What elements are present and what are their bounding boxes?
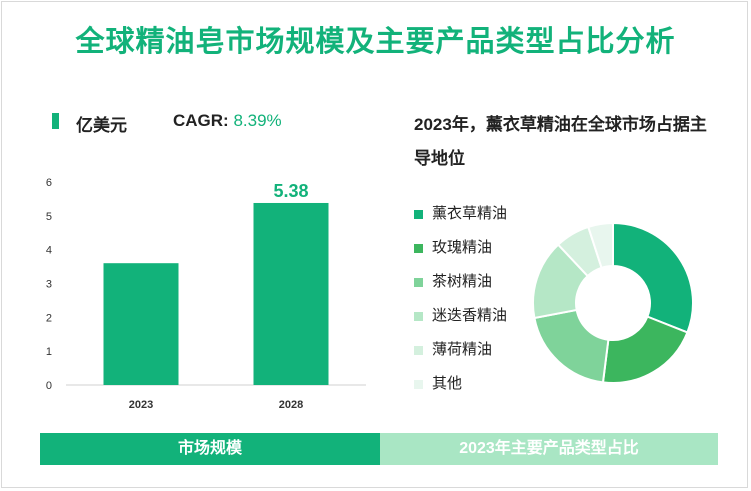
legend-swatch: [414, 278, 423, 287]
bar: [253, 202, 329, 385]
bar: [103, 263, 179, 385]
legend-label: 茶树精油: [432, 273, 493, 290]
legend-swatch: [414, 312, 423, 321]
donut-legend: 薰衣草精油 玫瑰精油 茶树精油 迷迭香精油 薄荷精油 其他: [414, 204, 507, 408]
legend-item: 茶树精油: [414, 272, 507, 306]
donut-chart-title: 2023年，薰衣草精油在全球市场占据主导地位: [414, 115, 707, 168]
y-tick-label: 0: [46, 380, 52, 392]
market-size-band: 市场规模: [40, 433, 380, 465]
legend-swatch: [414, 380, 423, 389]
x-tick-label: 2028: [279, 399, 303, 411]
y-tick-label: 2: [46, 312, 52, 324]
donut-slice: [587, 221, 614, 270]
y-tick-label: 3: [46, 279, 52, 291]
legend-label: 玫瑰精油: [432, 239, 493, 256]
donut-slice: [601, 315, 689, 384]
legend-label: 迷迭香精油: [432, 307, 508, 324]
donut-slice: [612, 221, 694, 334]
cagr-value: 8.39%: [233, 111, 282, 130]
x-tick-label: 2023: [129, 399, 153, 411]
legend-label: 薄荷精油: [432, 341, 493, 358]
legend-swatch: [414, 244, 423, 253]
product-share-band: 2023年主要产品类型占比: [380, 433, 718, 465]
legend-label: 薰衣草精油: [432, 205, 508, 222]
legend-item: 薄荷精油: [414, 340, 507, 374]
unit-marker: [52, 113, 59, 129]
unit-label: 亿美元: [76, 116, 127, 135]
legend-item: 薰衣草精油: [414, 204, 507, 238]
legend-swatch: [414, 346, 423, 355]
legend-label: 其他: [432, 375, 463, 392]
legend-swatch: [414, 210, 423, 219]
cagr-text: CAGR: 8.39%: [173, 111, 282, 131]
y-tick-label: 5: [46, 211, 52, 223]
page-title: 全球精油皂市场规模及主要产品类型占比分析: [75, 26, 676, 58]
donut-slice: [533, 308, 610, 384]
legend-item: 迷迭香精油: [414, 306, 507, 340]
bar-data-label: 5.38: [273, 181, 308, 201]
y-tick-label: 1: [46, 346, 52, 358]
y-tick-label: 4: [46, 245, 52, 257]
legend-item: 其他: [414, 374, 507, 408]
y-tick-label: 6: [46, 177, 52, 189]
cagr-label: CAGR:: [173, 111, 229, 130]
legend-item: 玫瑰精油: [414, 238, 507, 272]
